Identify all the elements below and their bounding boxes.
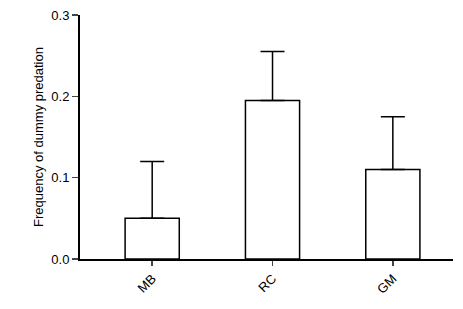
svg-text:Frequency of dummy predation: Frequency of dummy predation bbox=[31, 47, 46, 227]
svg-text:GM: GM bbox=[374, 271, 399, 296]
svg-text:0.2: 0.2 bbox=[51, 89, 69, 104]
svg-text:MB: MB bbox=[135, 271, 159, 295]
svg-text:0.3: 0.3 bbox=[51, 8, 69, 23]
svg-text:0.1: 0.1 bbox=[51, 170, 69, 185]
svg-text:0.0: 0.0 bbox=[51, 252, 69, 267]
svg-text:RC: RC bbox=[255, 271, 279, 295]
